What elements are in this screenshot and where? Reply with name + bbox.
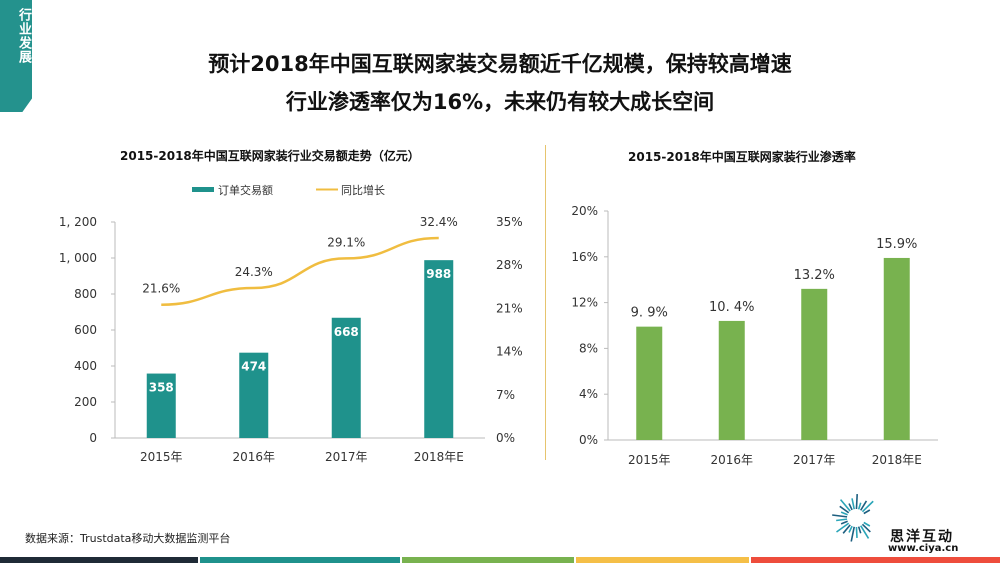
logo-ray — [863, 509, 871, 515]
bar-2015年 — [636, 326, 663, 440]
y-tick-label: 8% — [579, 341, 598, 355]
logo-ray — [861, 523, 871, 533]
data-source: 数据来源：Trustdata移动大数据监测平台 — [25, 532, 231, 545]
x-tick-label: 2018年E — [414, 450, 464, 464]
bar-2017年 — [331, 317, 361, 438]
x-tick-label: 2015年 — [628, 453, 671, 467]
logo-ray — [836, 522, 850, 533]
bar-value-label: 15.9% — [876, 237, 917, 252]
y-tick-label: 0% — [579, 433, 598, 447]
y-right-tick-label: 21% — [496, 301, 523, 315]
y-tick-label: 4% — [579, 387, 598, 401]
y-right-tick-label: 28% — [496, 258, 523, 272]
y-right-tick-label: 0% — [496, 431, 515, 445]
bar-value-label: 668 — [334, 325, 359, 339]
x-tick-label: 2017年 — [793, 453, 836, 467]
logo-ray — [857, 526, 862, 534]
y-tick-label: 12% — [571, 296, 598, 310]
bar-2016年 — [239, 352, 269, 438]
bar-value-label: 358 — [149, 381, 174, 395]
x-tick-label: 2017年 — [325, 450, 368, 464]
x-tick-label: 2018年E — [872, 453, 922, 467]
logo-ray — [855, 493, 858, 510]
bar-value-label: 10. 4% — [709, 300, 754, 315]
bar-value-label: 474 — [241, 360, 266, 374]
bar-2018年E — [883, 257, 910, 440]
x-tick-label: 2016年 — [710, 453, 753, 467]
logo-ray — [840, 520, 848, 525]
y-left-tick-label: 600 — [74, 323, 97, 337]
bar-2016年 — [718, 320, 745, 440]
section-tab-label: 行业发展 — [16, 8, 31, 64]
growth-value-label: 29.1% — [327, 235, 365, 249]
x-tick-label: 2016年 — [232, 450, 275, 464]
legend-label-line: 同比增长 — [341, 183, 385, 197]
y-right-tick-label: 35% — [496, 215, 523, 229]
bar-2018年E — [424, 260, 454, 438]
chart1-svg: 订单交易额 同比增长 0 200 400 600 800 1, 000 1, 200 0% 7% 14… — [59, 183, 523, 464]
logo-ray — [851, 498, 856, 510]
bar-2017年 — [801, 288, 828, 440]
chart1-title: 2015-2018年中国互联网家装行业交易额走势（亿元） — [120, 149, 420, 163]
logo-ray — [836, 518, 848, 522]
logo-ray — [840, 511, 848, 516]
footer-segment — [0, 557, 198, 563]
bar-value-label: 988 — [426, 267, 451, 281]
y-left-tick-label: 0 — [89, 431, 97, 445]
y-left-tick-label: 1, 200 — [59, 215, 97, 229]
brand-name: 思洋互动 — [890, 529, 954, 545]
logo-ray — [860, 525, 870, 539]
growth-line — [161, 236, 439, 306]
logo-ray — [848, 525, 853, 533]
legend-swatch-bars — [192, 187, 214, 192]
y-tick-label: 20% — [571, 204, 598, 218]
section-tab: 行业发展 — [0, 0, 32, 112]
headline-line-1: 预计2018年中国互联网家装交易额近千亿规模，保持较高增速 — [208, 52, 792, 76]
headline-line-2: 行业渗透率仅为16%，未来仍有较大成长空间 — [285, 90, 715, 114]
y-right-tick-label: 14% — [496, 345, 523, 359]
logo-ray — [850, 526, 856, 542]
logo-ray — [842, 524, 851, 534]
logo-ray — [832, 514, 848, 518]
footer-segment — [576, 557, 749, 563]
y-tick-label: 16% — [571, 250, 598, 264]
chart-divider — [545, 145, 546, 460]
logo-ray — [855, 526, 858, 539]
x-tick-label: 2015年 — [140, 450, 183, 464]
footer-segment — [200, 557, 400, 563]
logo-ray — [863, 521, 871, 527]
y-left-tick-label: 800 — [74, 287, 97, 301]
footer-segment — [402, 557, 574, 563]
bar-value-label: 13.2% — [794, 268, 835, 283]
logo-ray — [848, 503, 853, 511]
chart2-svg: 0% 4% 8% 12% 16% 20% 9. 9% 2015年 10. 4% 2016年 13.2… — [571, 204, 938, 467]
y-left-tick-label: 1, 000 — [59, 251, 97, 265]
y-left-tick-label: 200 — [74, 395, 97, 409]
bar-value-label: 9. 9% — [631, 306, 668, 321]
growth-value-label: 24.3% — [235, 265, 273, 279]
logo-ray — [839, 499, 851, 512]
y-left-tick-label: 400 — [74, 359, 97, 373]
growth-value-label: 21.6% — [142, 282, 180, 296]
legend-label-bars: 订单交易额 — [218, 183, 273, 197]
logo-ray — [839, 505, 850, 514]
footer-segment — [751, 557, 1000, 563]
brand-logo-icon — [832, 493, 874, 542]
logo-ray — [860, 500, 868, 511]
chart2-title: 2015-2018年中国互联网家装行业渗透率 — [628, 150, 856, 164]
logo-ray — [861, 500, 874, 513]
growth-value-label: 32.4% — [420, 215, 458, 229]
brand-url[interactable]: www.ciya.cn — [888, 543, 959, 554]
logo-ray — [857, 502, 862, 510]
bar-2015年 — [146, 373, 176, 438]
y-right-tick-label: 7% — [496, 388, 515, 402]
